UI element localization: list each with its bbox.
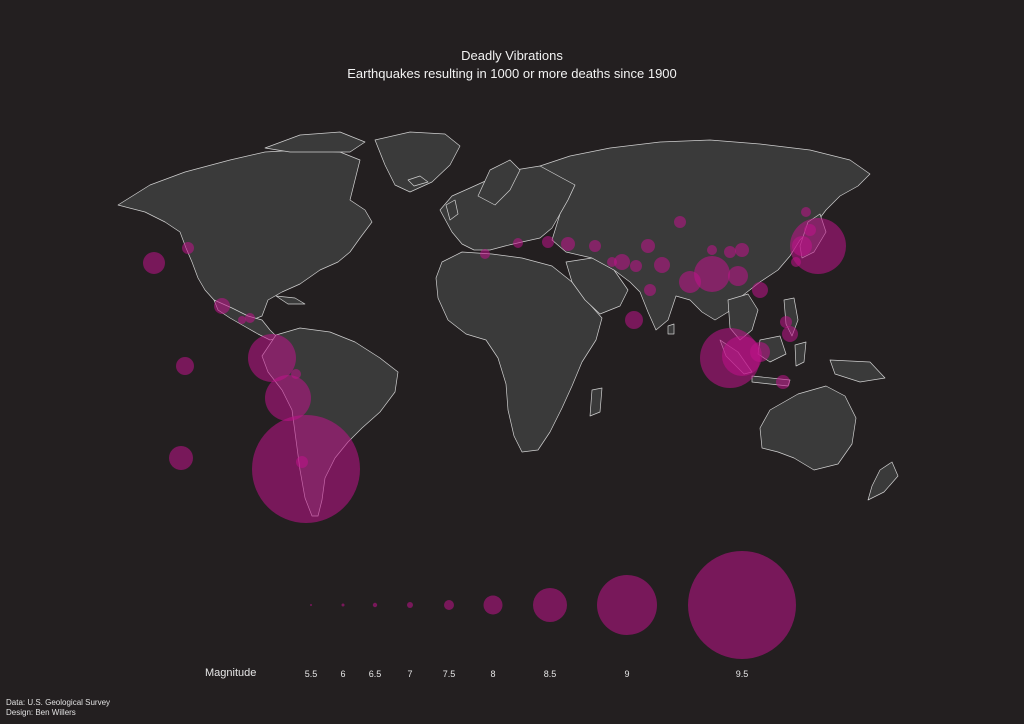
legend-label-8.5: 8.5: [544, 669, 557, 679]
earthquake-marker-19: [614, 254, 630, 270]
legend-circle-6.5: [372, 602, 378, 608]
earthquake-marker-18: [589, 240, 601, 252]
north-america-landmass: [117, 149, 373, 321]
earthquake-marker-39: [801, 207, 811, 217]
earthquake-marker-1: [143, 252, 165, 274]
legend-label-9: 9: [624, 669, 629, 679]
sri-lanka-landmass: [667, 323, 675, 335]
earthquake-marker-25: [728, 266, 748, 286]
legend-label-7.5: 7.5: [443, 669, 456, 679]
earthquake-marker-36: [792, 236, 812, 256]
earthquake-marker-10: [252, 415, 360, 523]
earthquake-marker-32: [782, 326, 798, 342]
legend-label-7: 7: [407, 669, 412, 679]
legend-circle-6: [341, 603, 345, 607]
earthquake-marker-13: [625, 311, 643, 329]
earthquake-marker-41: [674, 216, 686, 228]
earthquake-marker-27: [724, 246, 736, 258]
earthquake-marker-15: [513, 238, 523, 248]
legend-label-9.5: 9.5: [736, 669, 749, 679]
uk-landmass: [445, 199, 459, 221]
earthquake-marker-28: [752, 282, 768, 298]
earthquake-marker-2: [182, 242, 194, 254]
earthquake-marker-16: [542, 236, 554, 248]
credits: Data: U.S. Geological Survey Design: Ben…: [6, 698, 110, 718]
legend-circle-9: [597, 575, 657, 635]
data-source: Data: U.S. Geological Survey: [6, 698, 111, 707]
madagascar-landmass: [589, 387, 603, 417]
legend-circle-5.5: [310, 604, 312, 606]
earthquake-marker-3: [176, 357, 194, 375]
legend-circle-7: [407, 602, 413, 608]
earthquake-marker-21: [641, 239, 655, 253]
earthquake-marker-8: [248, 334, 296, 382]
earthquake-marker-26: [735, 243, 749, 257]
africa-landmass: [435, 251, 603, 453]
legend-circle-8: [483, 595, 503, 615]
legend-label-5.5: 5.5: [305, 669, 318, 679]
earthquake-marker-35: [790, 218, 846, 274]
earthquake-marker-4: [169, 446, 193, 470]
earthquake-marker-22: [654, 257, 670, 273]
earthquake-marker-38: [804, 224, 816, 236]
legend-circle-9.5: [688, 551, 796, 659]
earthquake-marker-42: [644, 284, 656, 296]
new-guinea-landmass: [829, 359, 886, 383]
earthquake-marker-20: [630, 260, 642, 272]
legend-label-6: 6: [340, 669, 345, 679]
scandinavia-landmass: [477, 159, 521, 206]
earthquake-marker-40: [707, 245, 717, 255]
earthquake-marker-17: [561, 237, 575, 251]
earthquake-marker-37: [791, 257, 801, 267]
cuba-landmass: [275, 295, 306, 305]
earthquake-marker-7: [238, 316, 246, 324]
australia-landmass: [759, 385, 857, 471]
legend-label-8: 8: [490, 669, 495, 679]
earthquake-marker-34: [776, 375, 790, 389]
earthquake-marker-9: [265, 375, 311, 421]
map-subtitle: Earthquakes resulting in 1000 or more de…: [347, 66, 677, 81]
new-zealand-landmass: [867, 461, 899, 501]
earthquake-marker-6: [245, 313, 255, 323]
designer-credit: Design: Ben Willers: [6, 708, 76, 717]
legend-label-6.5: 6.5: [369, 669, 382, 679]
earthquake-marker-14: [480, 249, 490, 259]
arctic-islands-landmass: [264, 131, 366, 153]
earthquake-marker-12: [291, 369, 301, 379]
earthquake-marker-31: [750, 342, 770, 362]
earthquake-marker-43: [607, 257, 617, 267]
legend-circle-7.5: [444, 600, 454, 610]
earthquake-marker-24: [694, 256, 730, 292]
legend-circle-8.5: [533, 588, 567, 622]
iceland-landmass: [407, 175, 429, 187]
legend-title: Magnitude: [205, 667, 257, 679]
earthquake-marker-33: [780, 316, 792, 328]
sulawesi-landmass: [794, 341, 807, 367]
map-title: Deadly Vibrations: [461, 48, 563, 63]
earthquake-marker-11: [296, 456, 308, 468]
earthquake-marker-5: [214, 298, 230, 314]
greenland-landmass: [374, 131, 461, 193]
